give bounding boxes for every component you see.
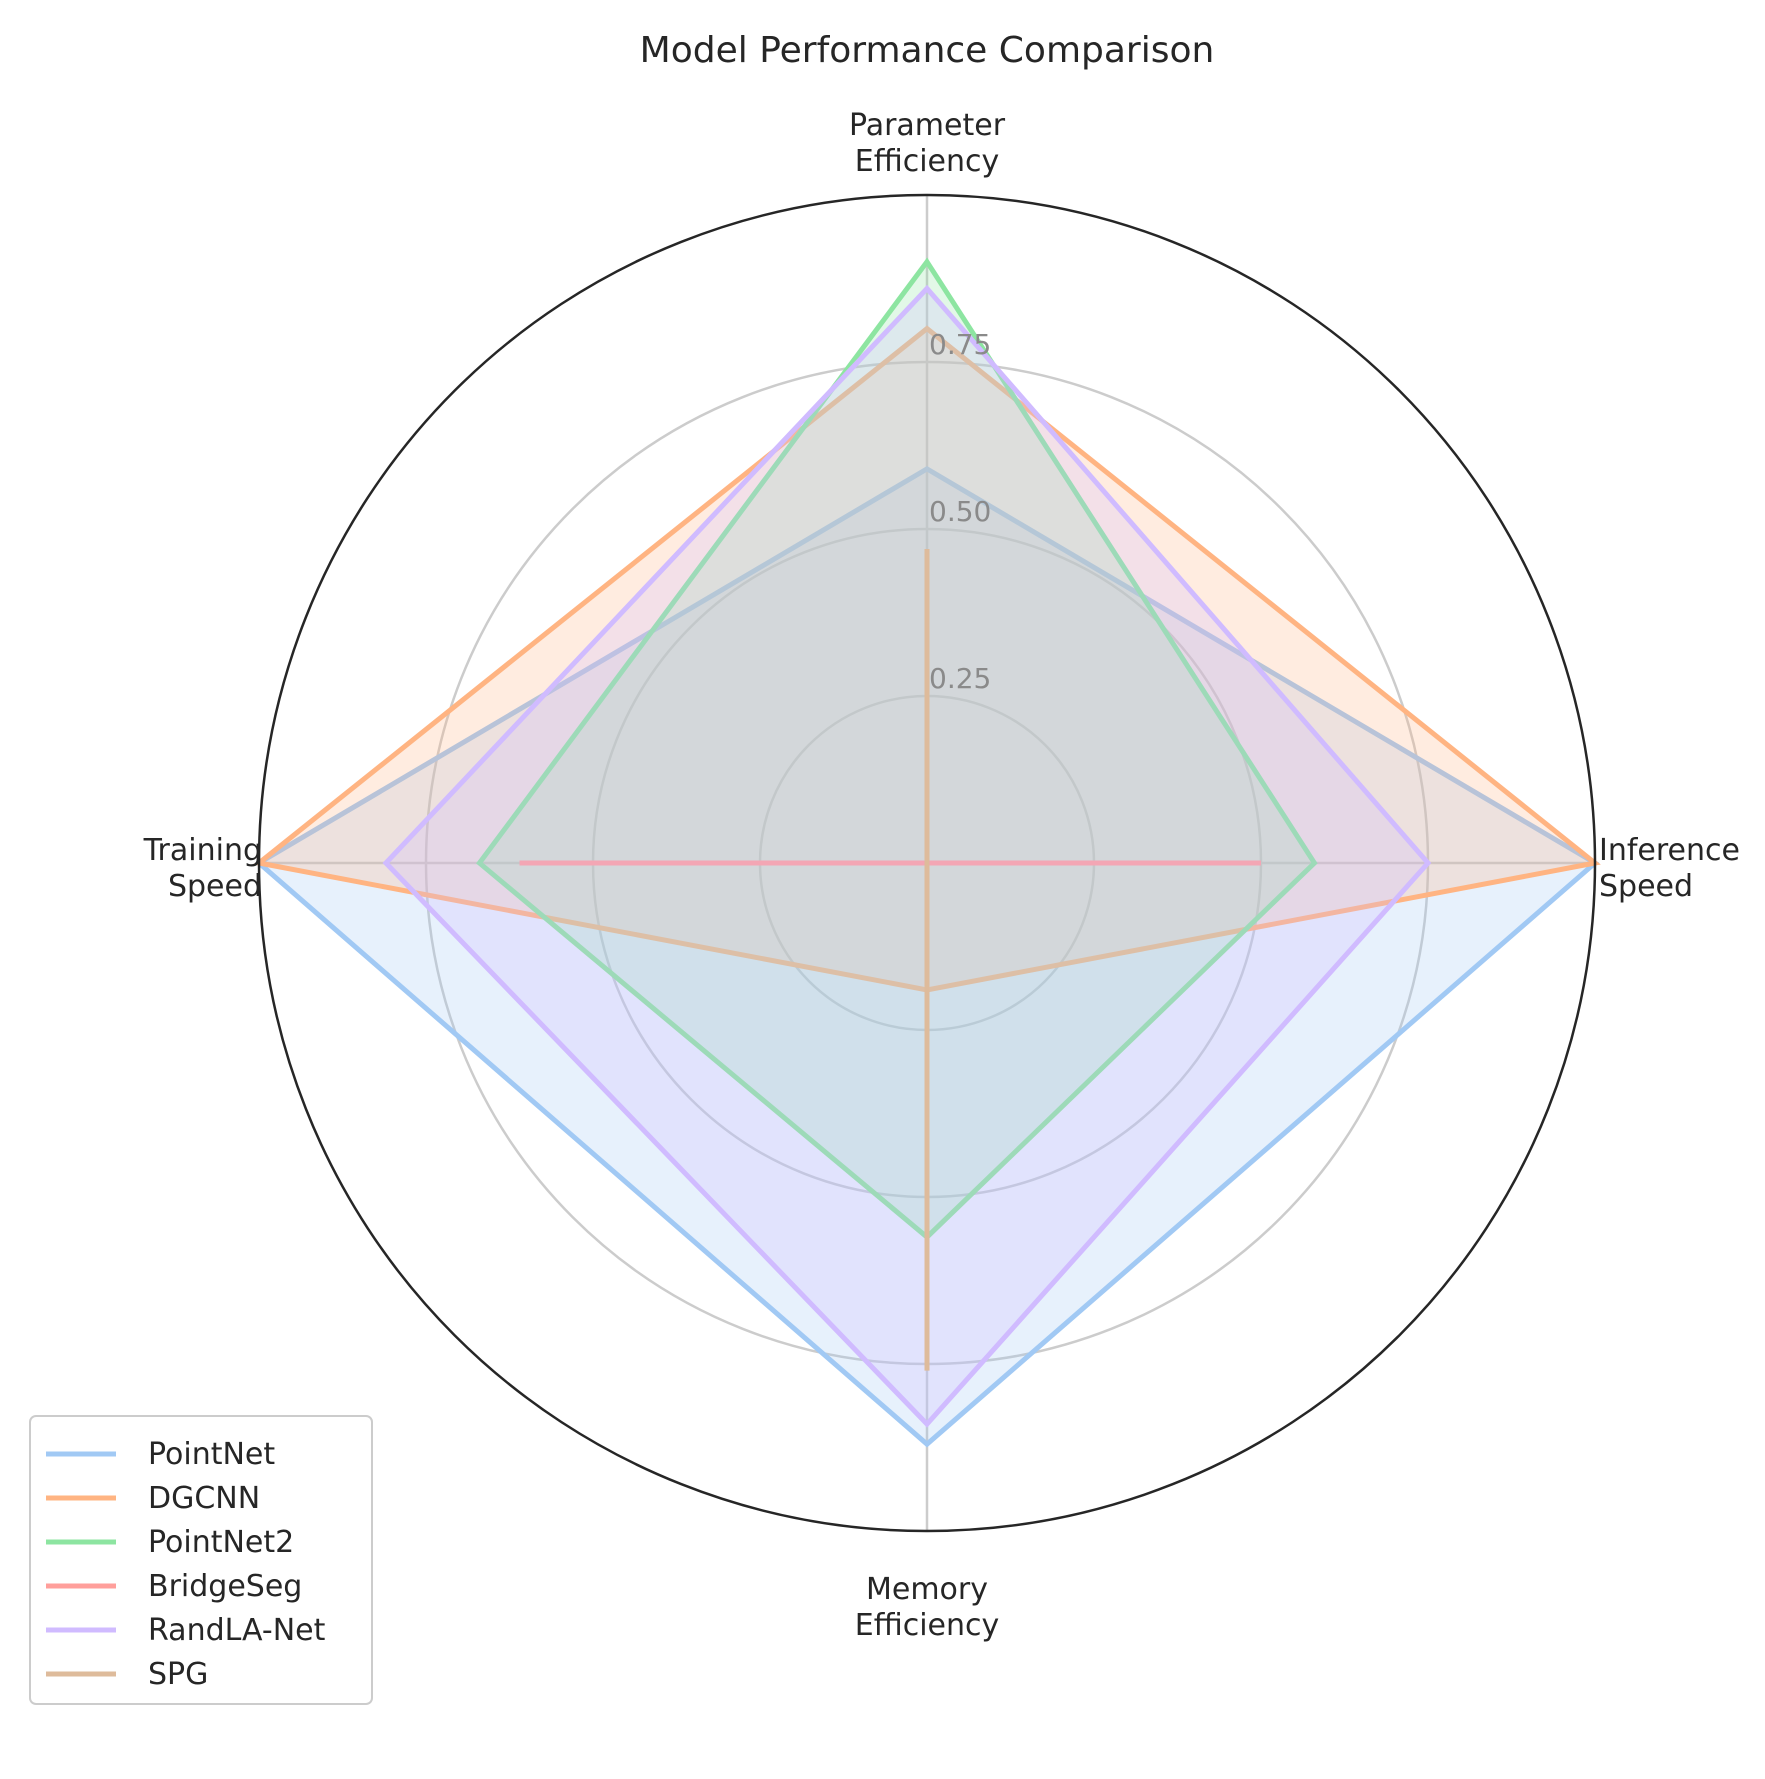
legend: PointNet DGCNN PointNet2 BridgeSeg RandLA-Ne… bbox=[29, 1415, 373, 1705]
legend-item-spg: SPG bbox=[46, 1657, 208, 1692]
chart-title: Model Performance Comparison bbox=[640, 30, 1215, 71]
legend-label-1: DGCNN bbox=[148, 1481, 260, 1516]
legend-item-bridgeseg: BridgeSeg bbox=[46, 1569, 302, 1604]
series-fill-2 bbox=[479, 261, 1315, 1238]
series-fill-4 bbox=[385, 288, 1428, 1425]
outer-frame bbox=[257, 193, 1597, 1533]
axis-label-2: Memory Efficiency bbox=[855, 1572, 1000, 1643]
series-line-0 bbox=[254, 465, 1600, 1448]
legend-label-0: PointNet bbox=[148, 1437, 275, 1472]
legend-label-3: BridgeSeg bbox=[148, 1569, 302, 1604]
legend-item-dgcnn: DGCNN bbox=[46, 1481, 260, 1516]
axis-label-1: Inference Speed bbox=[1599, 833, 1740, 904]
labels: 0.25 0.50 0.75 Parameter Efficiency Inference… bbox=[143, 108, 1740, 1643]
legend-label-4: RandLA-Net bbox=[148, 1613, 326, 1648]
frame bbox=[257, 193, 1597, 1533]
axis-label-3: Training Speed bbox=[143, 833, 262, 904]
legend-label-5: SPG bbox=[148, 1657, 208, 1692]
legend-label-2: PointNet2 bbox=[148, 1525, 294, 1560]
tick-label-2: 0.75 bbox=[929, 328, 991, 361]
axis-label-0: Parameter Efficiency bbox=[849, 108, 1006, 179]
series-randla-net bbox=[382, 284, 1432, 1428]
legend-item-pointnet: PointNet bbox=[46, 1437, 275, 1472]
legend-item-randla-net: RandLA-Net bbox=[46, 1613, 326, 1648]
series-layer bbox=[253, 257, 1601, 1448]
tick-label-0: 0.25 bbox=[929, 662, 991, 695]
legend-item-pointnet2: PointNet2 bbox=[46, 1525, 294, 1560]
tick-label-1: 0.50 bbox=[929, 495, 991, 528]
series-line-4 bbox=[382, 284, 1432, 1428]
